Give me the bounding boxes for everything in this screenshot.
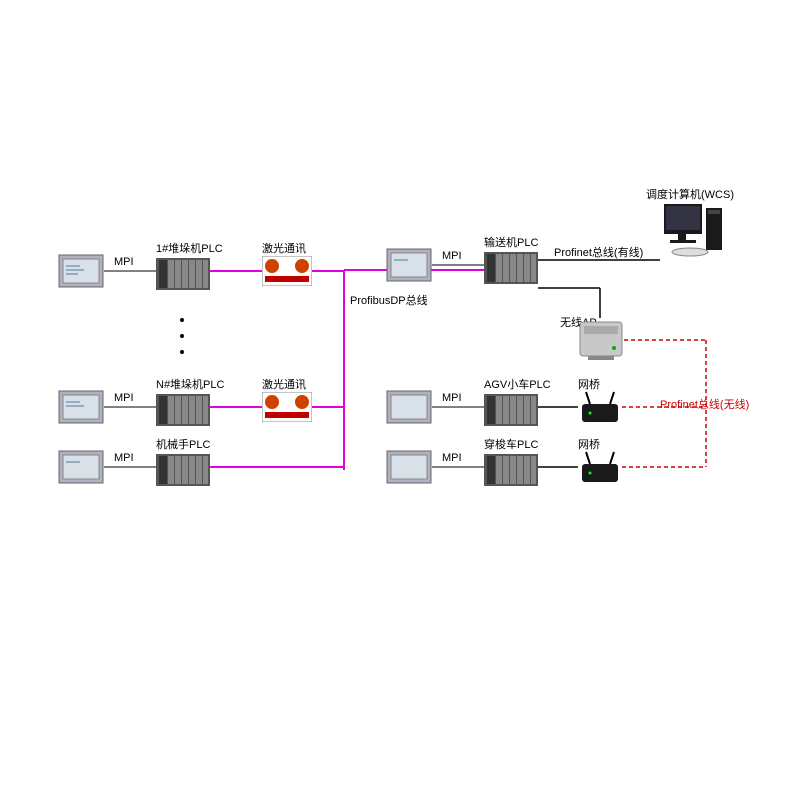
plc-icon [156,390,210,430]
bridge-icon [578,450,622,488]
laser-label: 激光通讯 [262,376,306,392]
mpi-label: MPI [442,250,462,262]
plc-icon [156,450,210,490]
plc-icon [156,254,210,294]
mpi-label: MPI [114,452,134,464]
hmi-icon [386,390,432,424]
laser-icon [262,256,312,286]
plc-icon [484,450,538,490]
mpi-label: MPI [442,452,462,464]
profibus-label: ProfibusDP总线 [350,292,428,308]
hmi-icon [58,390,104,424]
hmi-icon [58,254,104,288]
laser-icon [262,392,312,422]
pc-icon [660,200,730,260]
hmi-icon [386,450,432,484]
mpi-label: MPI [442,392,462,404]
profinet-wireless-label: Profinet总线(无线) [660,396,749,412]
profinet-wired-label: Profinet总线(有线) [554,244,643,260]
laser-label: 激光通讯 [262,240,306,256]
mpi-label: MPI [114,256,134,268]
mpi-label: MPI [114,392,134,404]
hmi-icon [58,450,104,484]
bridge-icon [578,390,622,428]
hmi-icon [386,248,432,282]
plc-icon [484,248,538,288]
ap-icon [578,318,624,362]
plc-icon [484,390,538,430]
